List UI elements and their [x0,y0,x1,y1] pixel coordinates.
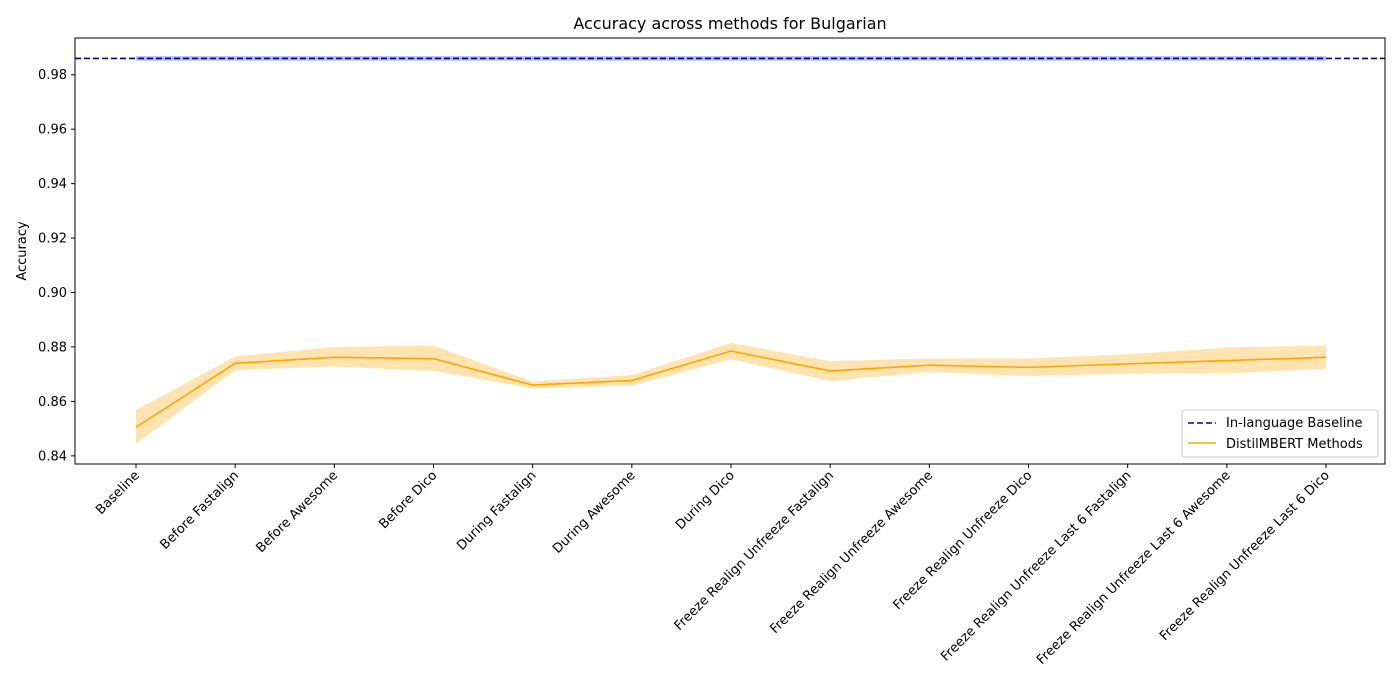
y-tick-label: 0.86 [38,395,67,410]
y-tick-label: 0.96 [38,123,67,138]
legend: In-language Baseline DistilMBERT Methods [1181,409,1379,458]
legend-baseline-label: In-language Baseline [1226,416,1363,431]
x-tick-label: Before Fastalign [158,468,242,552]
legend-methods-label: DistilMBERT Methods [1226,437,1363,452]
y-axis-label: Accuracy [15,221,30,281]
x-tick-label: Baseline [93,468,143,518]
x-tick-label: Freeze Realign Unfreeze Last 6 Fastalign [938,468,1134,664]
plot-content [75,56,1385,444]
x-tick-label: Freeze Realign Unfreeze Fastalign [672,468,837,633]
x-tick-label: Freeze Realign Unfreeze Last 6 Awesome [1034,468,1234,668]
x-tick-label: Before Awesome [253,468,341,556]
plot-frame [74,37,1386,465]
x-tick-label: Before Dico [376,468,440,532]
x-tick-label: During Fastalign [454,468,539,553]
x-tick-label: During Awesome [550,468,639,557]
x-tick-label: During Dico [673,468,738,533]
methods-line [135,350,1327,428]
y-tick-label: 0.84 [38,449,67,464]
y-axis: 0.84 0.86 0.88 0.90 0.92 0.94 0.96 0.98 [38,68,75,464]
baseline-band [136,56,1326,61]
x-axis: Baseline Before Fastalign Before Awesome Be… [93,464,1333,668]
y-tick-label: 0.92 [38,232,67,247]
legend-box [1181,409,1379,458]
y-tick-label: 0.98 [38,68,67,83]
chart-title: Accuracy across methods for Bulgarian [573,14,886,33]
y-tick-label: 0.88 [38,340,67,355]
y-tick-label: 0.90 [38,286,67,301]
x-tick-label: Freeze Realign Unfreeze Last 6 Dico [1157,468,1333,644]
y-tick-label: 0.94 [38,177,67,192]
x-tick-label: Freeze Realign Unfreeze Awesome [767,468,936,637]
